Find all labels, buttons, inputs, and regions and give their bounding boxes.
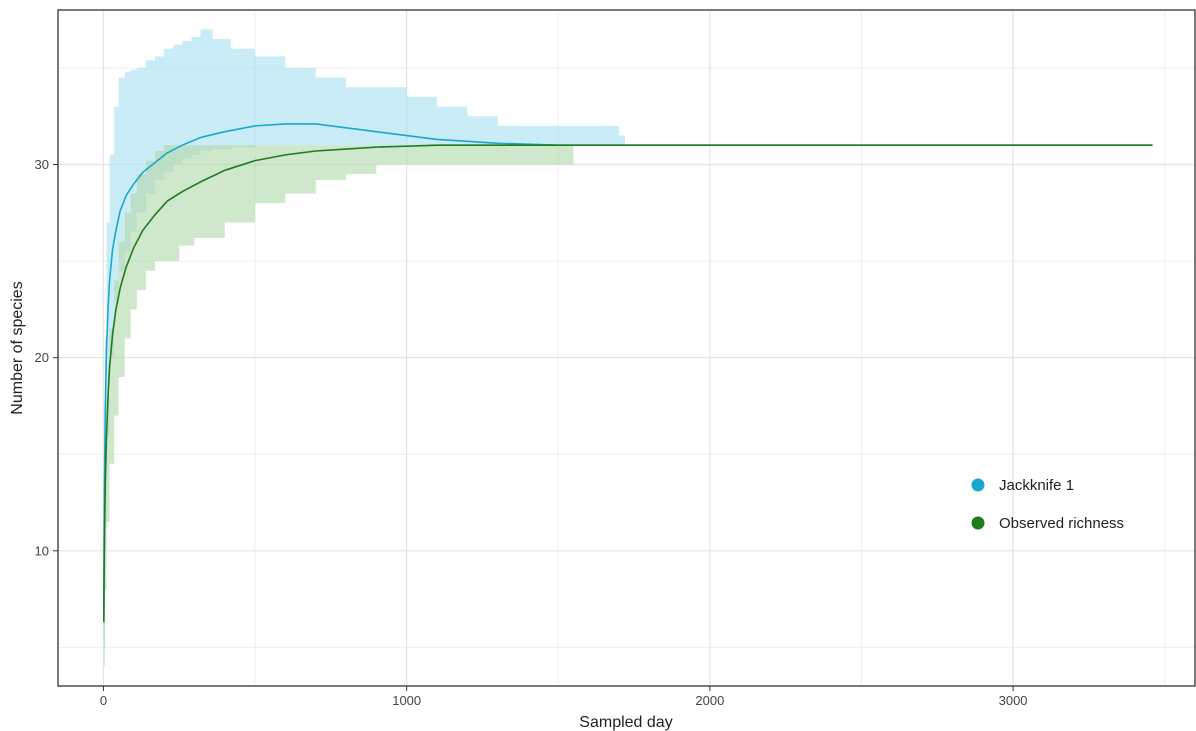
x-tick-label: 1000 (392, 693, 421, 708)
y-axis-ticks: 10 20 30 (35, 157, 58, 558)
x-axis-title: Sampled day (579, 714, 672, 731)
x-axis-ticks: 0 1000 2000 3000 (100, 686, 1028, 708)
y-tick-label: 20 (35, 350, 49, 365)
x-tick-label: 0 (100, 693, 107, 708)
confidence-bands (103, 29, 625, 667)
legend-key (971, 516, 985, 530)
series-lines (102, 123, 1153, 623)
legend-label: Observed richness (999, 515, 1124, 532)
legend: Jackknife 1 Observed richness (971, 477, 1124, 532)
line-observed-richness (102, 144, 1153, 623)
x-tick-label: 2000 (695, 693, 724, 708)
y-tick-label: 30 (35, 157, 49, 172)
y-tick-label: 10 (35, 543, 49, 558)
band-observed-richness (103, 145, 574, 648)
band-jackknife-1 (103, 29, 625, 667)
plot-panel-border (57, 9, 1196, 687)
x-tick-label: 3000 (999, 693, 1028, 708)
legend-key (971, 478, 985, 492)
legend-label: Jackknife 1 (999, 477, 1074, 494)
y-axis-title: Number of species (9, 281, 26, 414)
